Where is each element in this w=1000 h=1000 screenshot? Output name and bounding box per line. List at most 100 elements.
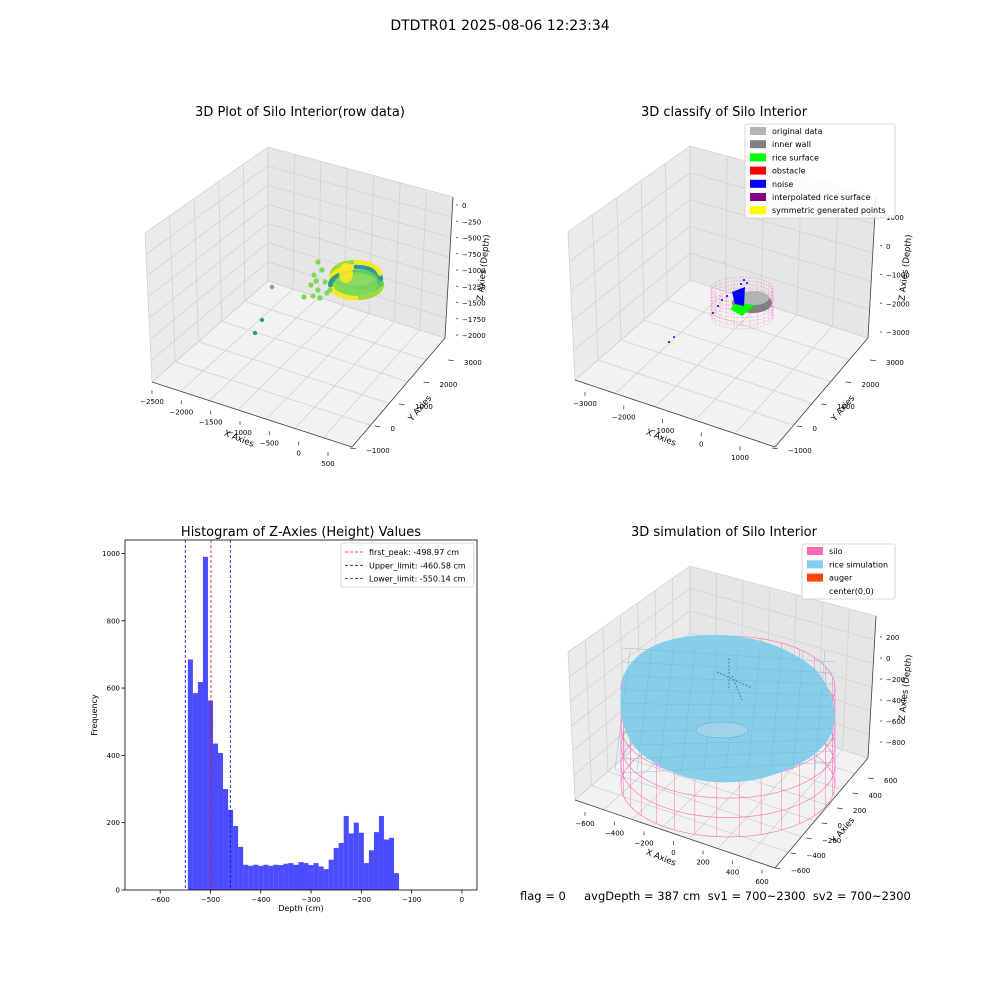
rice-mesh-line [792, 649, 804, 771]
tick-label: −1000 [788, 447, 812, 455]
left-wall-pane [568, 146, 690, 380]
tick-label: −1250 [462, 283, 486, 291]
tick-label: −2000 [462, 332, 486, 340]
x-axis-label: Depth (cm) [278, 904, 323, 913]
histogram-bar [313, 863, 319, 890]
histogram-bar [333, 847, 339, 890]
histogram-bar [213, 743, 219, 890]
tick-label: −600 [575, 820, 594, 828]
legend-swatch [750, 140, 766, 149]
histogram-bar [197, 682, 203, 890]
z-axis-line [867, 195, 877, 339]
tick-mark [821, 822, 828, 825]
tick-label: −250 [462, 218, 481, 226]
y-axis-line [351, 337, 446, 448]
tick-mark [423, 381, 430, 384]
histogram-bar [358, 832, 364, 890]
chart-title: 3D Plot of Silo Interior(row data) [195, 105, 405, 120]
legend-label: first_peak: -498.97 cm [369, 548, 459, 557]
tick-label: 1000 [415, 403, 433, 411]
tick-mark [790, 852, 797, 855]
y-axis-label: Frequency [90, 694, 99, 736]
tick-label: −400 [807, 852, 826, 860]
tick-label: 2000 [440, 381, 458, 389]
y-tick-label: 600 [107, 685, 120, 693]
histogram-bar [283, 863, 289, 890]
tick-label: −1750 [462, 316, 486, 324]
depth-histogram: Histogram of Z-Axies (Height) Values −600… [90, 525, 478, 913]
tick-label: −1500 [199, 419, 223, 427]
simulation-3d-plot: 3D simulation of Silo Interior −600 −400 −2… [567, 525, 914, 886]
legend-label: silo [829, 547, 843, 556]
tick-mark [771, 447, 778, 450]
surface-highlight [339, 263, 353, 283]
grid-line [151, 280, 446, 383]
histogram-bar [228, 809, 234, 890]
x-tick-label: −600 [151, 896, 170, 904]
tick-label: −2000 [612, 414, 636, 422]
tick-label: 0 [813, 425, 817, 433]
histogram-bar [253, 864, 259, 890]
histogram-bar [338, 842, 344, 890]
rice-mesh-line [621, 739, 836, 746]
noise-cluster [732, 287, 745, 306]
noise-point [721, 299, 723, 301]
histogram-bar [383, 839, 389, 890]
tick-label: −2500 [140, 398, 164, 406]
grid-line [574, 279, 869, 381]
noise-point [673, 336, 675, 338]
tick-label: 0 [671, 849, 675, 857]
tick-label: 3000 [464, 359, 482, 367]
classify-3d-plot: 3D classify of Silo Interior −3000 −2000 −1… [567, 105, 914, 462]
tick-mark [374, 425, 381, 428]
tick-label: 400 [869, 792, 882, 800]
data-point [308, 282, 314, 288]
legend-label: interpolated rice surface [772, 193, 870, 202]
status-footer: flag = 0 avgDepth = 387 cm sv1 = 700~230… [520, 889, 911, 903]
histogram-bar [363, 863, 369, 890]
noise-point [717, 305, 719, 307]
rice-mesh-line [770, 649, 782, 771]
tick-label: −2000 [169, 408, 193, 416]
x-tick-label: 0 [460, 896, 464, 904]
histogram-bar [233, 826, 239, 890]
tick-label: −500 [260, 439, 279, 447]
y-axis-line [774, 337, 869, 448]
rice-mesh-line [748, 649, 761, 771]
tick-mark [805, 837, 812, 840]
data-point [317, 295, 323, 301]
histogram-bar [308, 865, 314, 890]
tick-label: −1500 [462, 300, 486, 308]
tick-label: 600 [884, 777, 897, 785]
histogram-bar [298, 862, 304, 890]
histogram-bar [328, 859, 334, 890]
data-point [379, 281, 384, 286]
x-tick-label: −300 [301, 896, 320, 904]
tick-mark [447, 359, 454, 362]
tick-label: 500 [321, 460, 334, 468]
y-axis-label: Y Axies [829, 815, 857, 846]
tick-mark [398, 403, 405, 406]
legend: first_peak: -498.97 cm Upper_limit: -460.… [340, 542, 475, 588]
noise-point [743, 279, 745, 281]
tick-mark [867, 777, 874, 780]
rice-mesh-line [725, 649, 739, 771]
tick-mark [836, 807, 843, 810]
legend-label: rice simulation [829, 560, 888, 569]
histogram-bar [348, 833, 354, 890]
legend-swatch [807, 573, 823, 582]
histogram-bar [268, 865, 274, 890]
tick-label: 600 [755, 878, 768, 886]
chart-title: Histogram of Z-Axies (Height) Values [181, 525, 421, 540]
y-tick-label: 200 [107, 819, 120, 827]
noise-point [740, 283, 742, 285]
data-point [313, 278, 319, 284]
legend: silo rice simulation auger center(0,0) [801, 543, 896, 600]
grid-line [570, 610, 874, 702]
z-axis-line [867, 615, 877, 759]
tick-label: −1000 [366, 447, 390, 455]
outlier-point [269, 284, 275, 290]
x-tick-label: −100 [402, 896, 421, 904]
grid-line [573, 252, 870, 351]
tick-label: −2000 [886, 300, 910, 308]
